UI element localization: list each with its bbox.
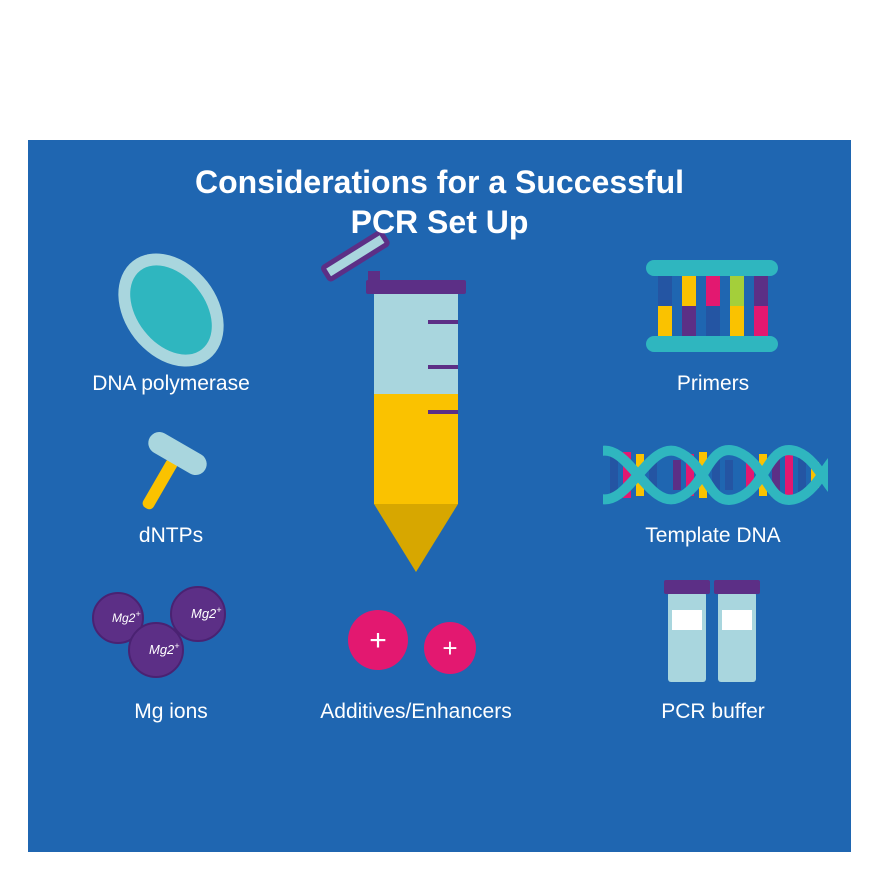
label-mg-ions: Mg ions bbox=[76, 700, 266, 724]
title-line2: PCR Set Up bbox=[351, 204, 529, 240]
label-pcr-buffer: PCR buffer bbox=[618, 700, 808, 724]
svg-text:+: + bbox=[442, 633, 457, 663]
label-dntps: dNTPs bbox=[76, 524, 266, 548]
title-line1: Considerations for a Successful bbox=[195, 164, 684, 200]
infographic-stage: Mg2+ Mg2+ Mg2+ bbox=[28, 140, 851, 852]
label-template-dna: Template DNA bbox=[598, 524, 828, 548]
infographic-title: Considerations for a Successful PCR Set … bbox=[28, 162, 851, 242]
label-additives: Additives/Enhancers bbox=[286, 700, 546, 724]
label-primers: Primers bbox=[618, 372, 808, 396]
stage-svg: Mg2+ Mg2+ Mg2+ bbox=[28, 140, 851, 852]
label-dna-polymerase: DNA polymerase bbox=[76, 372, 266, 396]
svg-text:+: + bbox=[369, 624, 387, 657]
primers-icon bbox=[646, 260, 778, 352]
